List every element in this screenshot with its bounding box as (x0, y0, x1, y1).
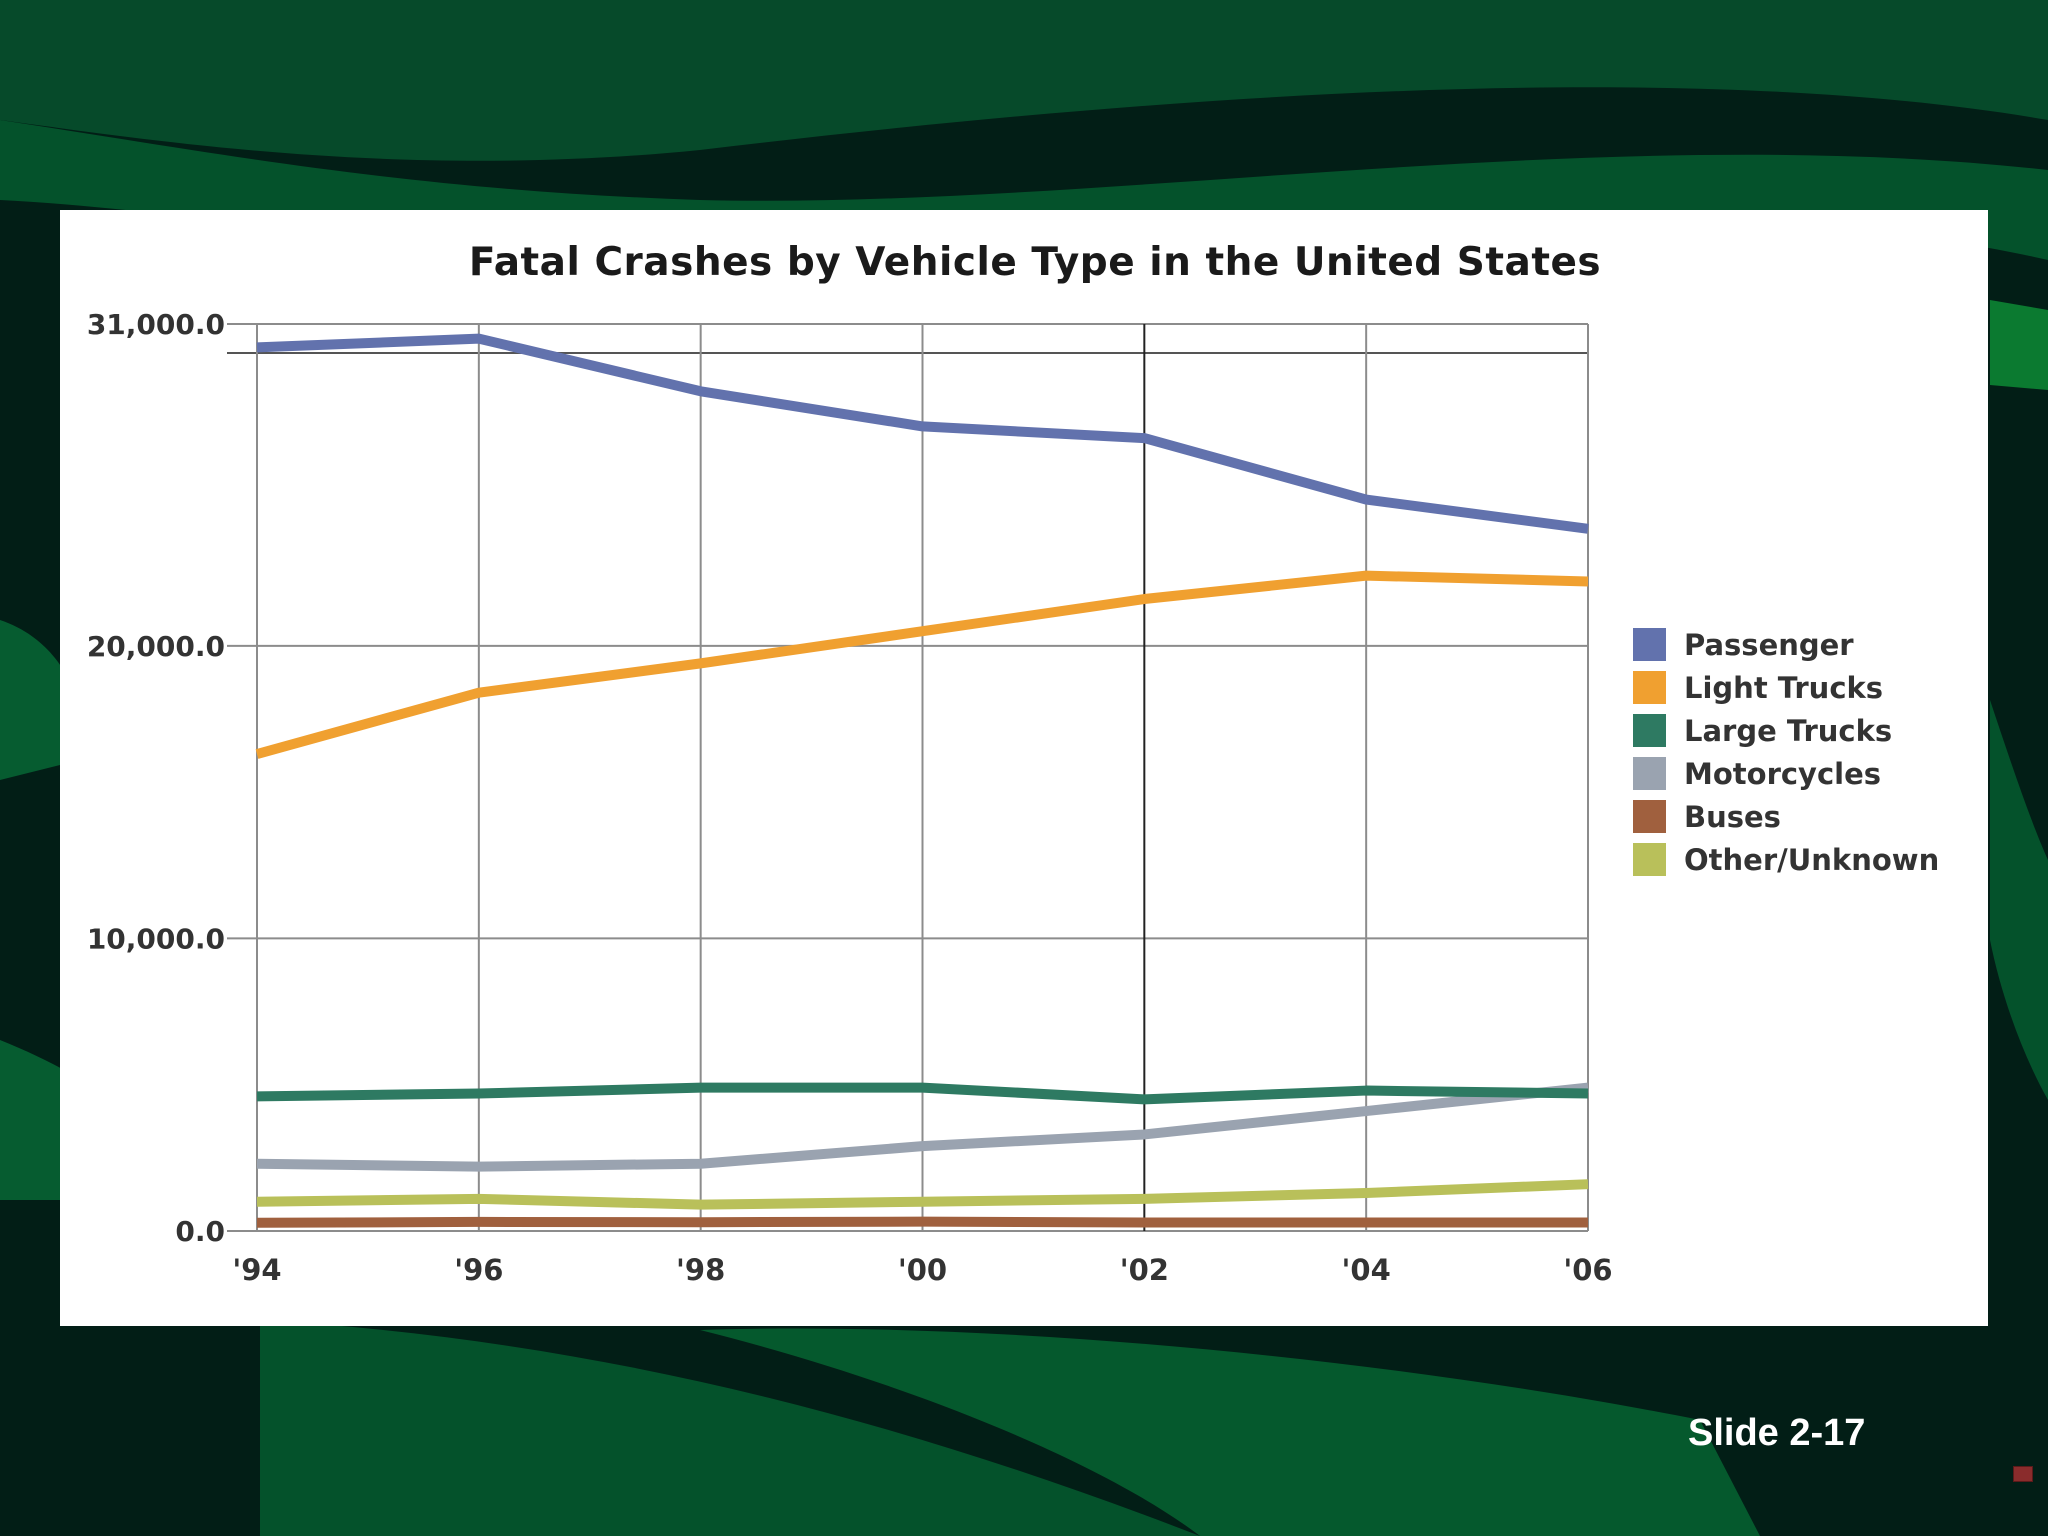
x-tick-label: '02 (1120, 1253, 1169, 1287)
legend-label: Motorcycles (1684, 756, 1882, 791)
x-tick-label: '04 (1342, 1253, 1391, 1287)
chart-legend: Passenger Light Trucks Large Trucks Motorcy… (1633, 623, 1939, 881)
line-chart: 0.0 10,000.0 20,000.0 31,000.0 '94 '96 '98 '00 '… (87, 308, 1613, 1287)
y-tick-label: 20,000.0 (87, 630, 225, 663)
chart-panel: 0.0 10,000.0 20,000.0 31,000.0 '94 '96 '98 '00 '… (60, 210, 2033, 1482)
y-tick-label: 31,000.0 (87, 308, 225, 341)
x-tick-label: '96 (454, 1253, 503, 1287)
chart-title: Fatal Crashes by Vehicle Type in the Uni… (468, 240, 1602, 285)
legend-item: Light Trucks (1633, 666, 1939, 709)
legend-label: Other/Unknown (1684, 842, 1940, 877)
legend-label: Buses (1684, 799, 1781, 834)
legend-label: Passenger (1684, 627, 1854, 662)
y-tick-label: 10,000.0 (87, 922, 225, 955)
x-tick-label: '98 (676, 1253, 725, 1287)
slide-number: Slide 2-17 (1688, 1412, 1866, 1454)
legend-swatch (1633, 671, 1666, 704)
legend-item: Passenger (1633, 623, 1939, 666)
legend-swatch (1633, 843, 1666, 876)
slide-icon (2013, 1466, 2033, 1482)
legend-swatch (1633, 714, 1666, 747)
legend-label: Light Trucks (1684, 670, 1884, 705)
legend-label: Large Trucks (1684, 713, 1893, 748)
legend-item: Large Trucks (1633, 709, 1939, 752)
legend-swatch (1633, 800, 1666, 833)
legend-item: Buses (1633, 795, 1939, 838)
legend-item: Other/Unknown (1633, 838, 1939, 881)
x-tick-label: '00 (898, 1253, 947, 1287)
series-line-buses (256, 1216, 1588, 1228)
y-tick-label: 0.0 (175, 1215, 225, 1248)
legend-swatch (1633, 757, 1666, 790)
legend-swatch (1633, 628, 1666, 661)
x-tick-label: '94 (232, 1253, 281, 1287)
x-tick-label: '06 (1563, 1253, 1612, 1287)
legend-item: Motorcycles (1633, 752, 1939, 795)
